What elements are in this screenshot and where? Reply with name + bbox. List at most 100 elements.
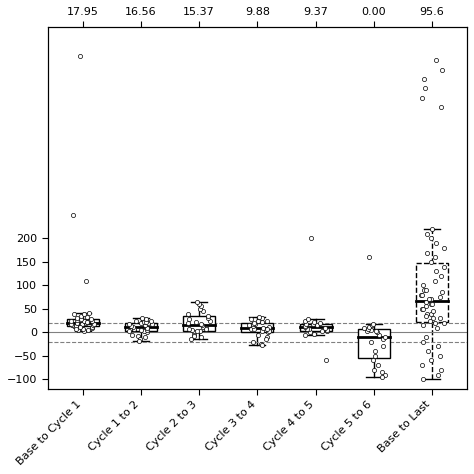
Point [197, 320, 205, 328]
Point [427, 310, 435, 317]
Point [422, 333, 430, 341]
Point [428, 258, 435, 266]
Point [418, 94, 426, 101]
Point [255, 331, 262, 338]
Point [76, 52, 83, 59]
Point [369, 356, 377, 364]
Point [255, 313, 263, 320]
Point [428, 225, 436, 233]
Point [363, 327, 371, 335]
Point [265, 326, 273, 334]
Point [142, 315, 150, 323]
Point [128, 331, 136, 338]
Point [429, 314, 437, 322]
Point [187, 336, 194, 343]
Point [184, 319, 192, 327]
Point [440, 244, 447, 252]
Point [89, 317, 96, 324]
Point [432, 267, 439, 275]
Point [249, 322, 257, 329]
Point [419, 361, 426, 369]
Point [371, 347, 378, 355]
Point [419, 305, 427, 313]
Point [193, 327, 201, 335]
Point [90, 321, 97, 329]
Point [77, 312, 85, 319]
Point [423, 230, 431, 237]
Point [136, 336, 143, 343]
Point [71, 310, 78, 318]
Point [198, 303, 205, 310]
Point [421, 84, 428, 92]
Point [305, 326, 312, 333]
Point [88, 324, 96, 331]
Point [434, 371, 442, 378]
Point [78, 320, 85, 328]
Point [130, 325, 137, 332]
Point [202, 324, 210, 331]
Point [420, 75, 428, 83]
Point [192, 318, 200, 326]
Point [259, 324, 267, 331]
Point [255, 317, 262, 324]
Point [68, 321, 76, 329]
Point [191, 332, 198, 340]
Point [144, 328, 151, 336]
Point [431, 319, 438, 327]
Point [257, 340, 264, 348]
Point [418, 291, 425, 299]
Point [140, 327, 148, 335]
Point [264, 328, 272, 336]
Point [381, 333, 388, 341]
Point [369, 321, 376, 329]
Point [309, 320, 317, 328]
Point [84, 326, 91, 334]
Point [247, 315, 255, 323]
Point [431, 254, 439, 261]
Point [381, 371, 389, 378]
Point [145, 319, 152, 327]
Point [87, 315, 95, 323]
Point [130, 326, 138, 333]
Point [258, 314, 265, 322]
Point [324, 326, 331, 334]
Point [422, 312, 430, 319]
Point [378, 368, 385, 376]
Point [301, 322, 309, 329]
Point [126, 328, 133, 335]
Point [68, 320, 75, 328]
Point [263, 318, 271, 325]
Point [423, 249, 431, 256]
Point [259, 318, 266, 326]
Point [83, 318, 91, 326]
FancyBboxPatch shape [358, 329, 390, 358]
Point [367, 338, 375, 346]
Point [191, 328, 198, 336]
Point [195, 301, 202, 308]
Point [322, 356, 330, 364]
Point [437, 272, 445, 280]
Point [67, 317, 75, 325]
Point [316, 319, 323, 327]
Point [437, 314, 444, 322]
Point [424, 347, 431, 355]
Point [263, 325, 271, 333]
Point [199, 321, 206, 329]
Point [375, 331, 383, 338]
Point [129, 323, 137, 330]
Point [307, 235, 315, 242]
Point [125, 320, 133, 328]
Point [199, 323, 207, 330]
Point [367, 326, 375, 334]
Point [426, 296, 433, 303]
Point [418, 305, 426, 313]
FancyBboxPatch shape [67, 319, 99, 326]
Point [185, 315, 192, 323]
Point [427, 235, 435, 242]
Point [379, 336, 386, 343]
Point [436, 293, 444, 301]
FancyBboxPatch shape [241, 323, 273, 332]
Point [438, 366, 445, 374]
Point [251, 320, 258, 328]
Point [73, 314, 81, 322]
